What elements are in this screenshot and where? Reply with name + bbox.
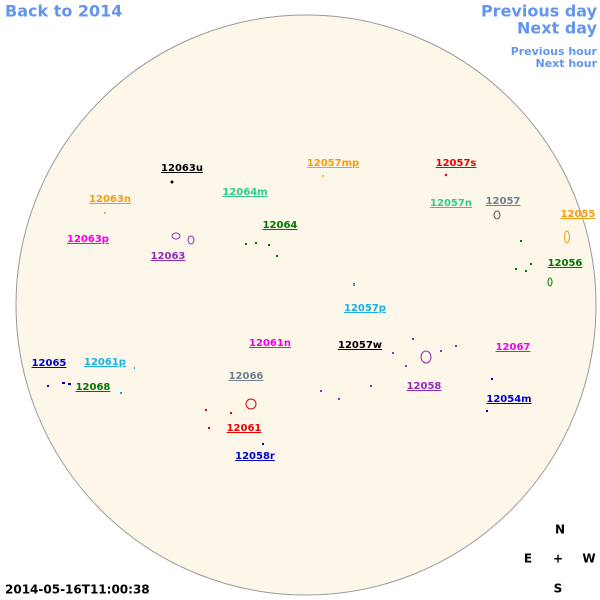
compass-east: E bbox=[524, 552, 532, 566]
region-label[interactable]: 12056 bbox=[548, 258, 583, 269]
region-label[interactable]: 12057p bbox=[344, 303, 386, 314]
region-label[interactable]: 12055 bbox=[561, 209, 596, 220]
next-day-link[interactable]: Next day bbox=[517, 19, 598, 38]
previous-hour-link[interactable]: Previous hour bbox=[511, 45, 598, 58]
compass-center: + bbox=[553, 552, 563, 566]
region-label[interactable]: 12058r bbox=[235, 451, 275, 462]
compass-north: N bbox=[555, 523, 565, 537]
region-label[interactable]: 12064m bbox=[222, 187, 267, 198]
region-label[interactable]: 12058 bbox=[407, 381, 442, 392]
region-label[interactable]: 12057mp bbox=[307, 158, 359, 169]
region-label[interactable]: 12063 bbox=[151, 251, 186, 262]
region-label[interactable]: 12063n bbox=[89, 194, 131, 205]
region-label[interactable]: 12054m bbox=[486, 394, 531, 405]
previous-day-link[interactable]: Previous day bbox=[481, 2, 598, 21]
compass-south: S bbox=[554, 582, 563, 596]
timestamp: 2014-05-16T11:00:38 bbox=[5, 583, 150, 597]
solar-disk bbox=[15, 14, 597, 596]
region-label[interactable]: 12061p bbox=[84, 357, 126, 368]
navigation: Back to 2014 Previous day Next day Previ… bbox=[5, 2, 598, 71]
region-labels: 12063u 12057mp 12057s 12063n 12064m 12057n 120… bbox=[32, 158, 596, 462]
region-label[interactable]: 12064 bbox=[263, 220, 298, 231]
region-label[interactable]: 12067 bbox=[496, 342, 531, 353]
region-label[interactable]: 12061n bbox=[249, 338, 291, 349]
region-label[interactable]: 12063u bbox=[161, 163, 203, 174]
compass: N E + W S bbox=[524, 523, 596, 596]
region-label[interactable]: 12057s bbox=[436, 158, 477, 169]
region-label[interactable]: 12063p bbox=[67, 234, 109, 245]
region-label[interactable]: 12057w bbox=[338, 340, 382, 351]
region-label[interactable]: 12065 bbox=[32, 358, 67, 369]
region-features bbox=[47, 173, 570, 445]
back-link[interactable]: Back to 2014 bbox=[5, 2, 122, 21]
region-label[interactable]: 12057 bbox=[486, 196, 521, 207]
region-label[interactable]: 12066 bbox=[229, 371, 264, 382]
region-label[interactable]: 12061 bbox=[227, 423, 262, 434]
compass-west: W bbox=[582, 552, 595, 566]
region-label[interactable]: 12068 bbox=[76, 382, 111, 393]
next-hour-link[interactable]: Next hour bbox=[536, 57, 598, 70]
region-label[interactable]: 12057n bbox=[430, 198, 472, 209]
